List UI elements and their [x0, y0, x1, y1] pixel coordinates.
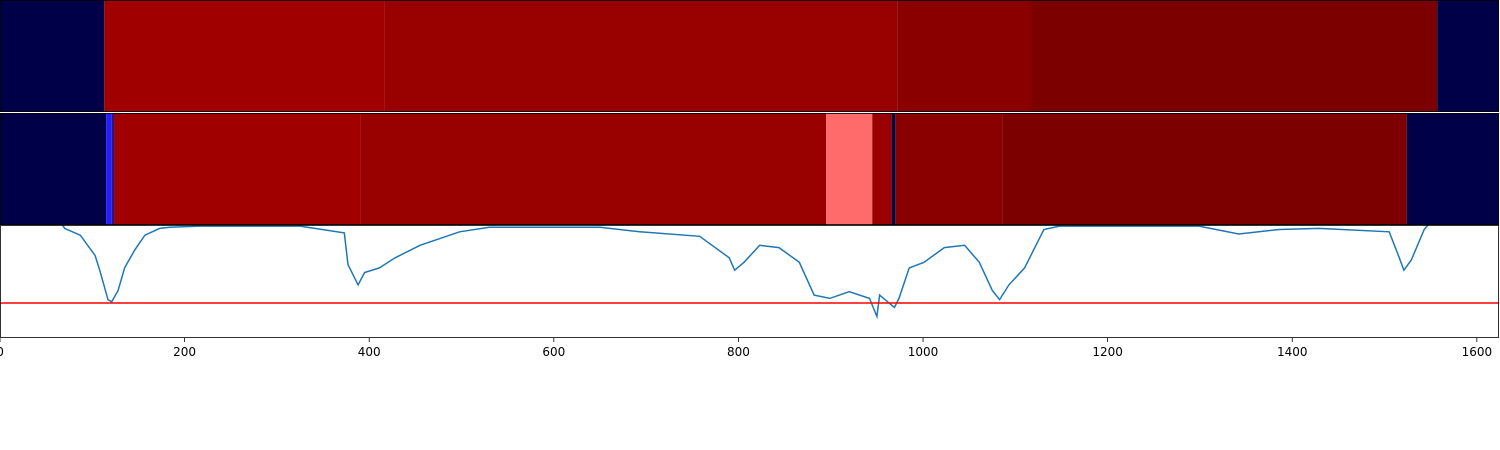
x-tick-label: 1400 [1277, 345, 1308, 359]
axes-frame [0, 225, 1499, 338]
segment [895, 113, 1003, 225]
x-tick-label: 1200 [1092, 345, 1123, 359]
segment [106, 113, 112, 225]
axes-frame [0, 0, 1499, 112]
segment [360, 113, 827, 225]
segment [891, 113, 896, 225]
segment [111, 113, 115, 225]
x-tick-label: 400 [358, 345, 381, 359]
segment [384, 0, 898, 112]
x-tick-label: 800 [727, 345, 750, 359]
x-tick-label: 600 [542, 345, 565, 359]
x-tick-label: 200 [173, 345, 196, 359]
x-tick-label: 0 [0, 345, 4, 359]
segment [1031, 0, 1438, 112]
axes-frame [0, 113, 1499, 225]
segment [104, 0, 385, 112]
segment [0, 0, 105, 112]
x-tick-label: 1000 [908, 345, 939, 359]
x-tick-label: 1600 [1462, 345, 1493, 359]
series-line [61, 225, 1429, 320]
plot-area [0, 225, 1499, 320]
segment [826, 113, 873, 225]
segment [897, 0, 1032, 112]
segment [0, 113, 107, 225]
segment [114, 113, 361, 225]
segment [1437, 0, 1499, 112]
segment [872, 113, 892, 225]
segment [1002, 113, 1407, 225]
segment [1406, 113, 1499, 225]
